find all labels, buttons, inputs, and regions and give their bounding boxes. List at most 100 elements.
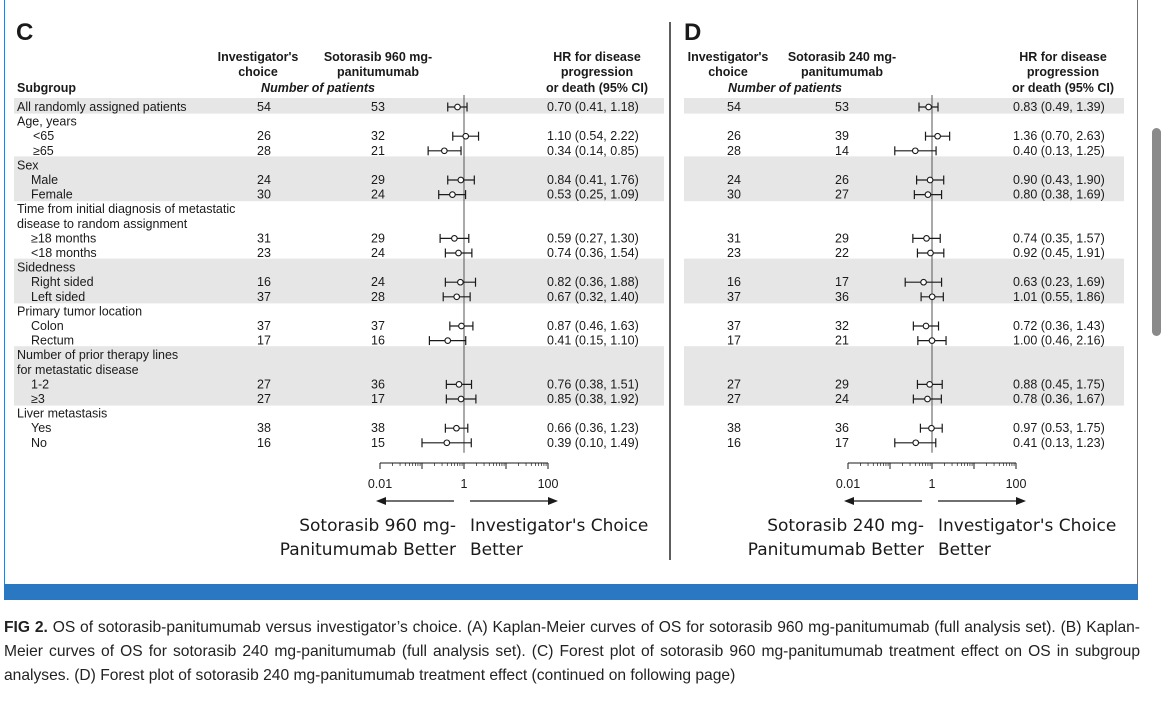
figure-bottom-bar xyxy=(4,584,1138,600)
hr-ci-text-c: 1.10 (0.54, 2.22) xyxy=(547,129,639,143)
hr-ci-text-d: 1.36 (0.70, 2.63) xyxy=(1013,129,1105,143)
hr-point-c xyxy=(453,424,460,432)
count-treatment-d: 39 xyxy=(835,129,849,143)
hr-ci-text-d: 0.41 (0.13, 1.23) xyxy=(1013,436,1105,450)
subgroup-label: Primary tumor location xyxy=(17,304,142,318)
count-investigator-d: 16 xyxy=(727,436,741,450)
count-treatment-d: 32 xyxy=(835,319,849,333)
header-hr-line2-c: progression xyxy=(561,65,633,79)
hr-point-c xyxy=(457,395,465,403)
hr-point-c xyxy=(451,235,458,242)
arrow-right-label-line2-c: Better xyxy=(470,540,523,560)
hr-point-d xyxy=(920,278,927,286)
hr-point-c xyxy=(440,147,448,155)
hr-point-d xyxy=(911,147,919,155)
count-treatment-d: 21 xyxy=(835,334,849,348)
count-treatment-c: 29 xyxy=(371,173,385,187)
hr-ci-text-c: 0.41 (0.15, 1.10) xyxy=(547,334,639,348)
hr-ci-text-c: 0.76 (0.38, 1.51) xyxy=(547,377,639,391)
hr-ci-text-d: 0.92 (0.45, 1.91) xyxy=(1013,246,1105,260)
count-investigator-c: 54 xyxy=(257,100,271,114)
hr-ci-text-d: 0.72 (0.36, 1.43) xyxy=(1013,319,1105,333)
count-investigator-c: 17 xyxy=(257,334,271,348)
hr-ci-text-d: 0.78 (0.36, 1.67) xyxy=(1013,392,1105,406)
hr-ci-text-c: 0.85 (0.38, 1.92) xyxy=(547,392,639,406)
count-treatment-c: 29 xyxy=(371,231,385,245)
subgroup-label: Time from initial diagnosis of metastati… xyxy=(17,202,235,216)
header-inv-line2-c: choice xyxy=(238,65,278,79)
count-treatment-c: 21 xyxy=(371,144,385,158)
count-treatment-d: 26 xyxy=(835,173,849,187)
count-investigator-d: 26 xyxy=(727,129,741,143)
count-treatment-d: 29 xyxy=(835,231,849,245)
count-treatment-c: 16 xyxy=(371,334,385,348)
hr-point-d xyxy=(926,381,934,388)
count-investigator-d: 38 xyxy=(727,421,741,435)
hr-ci-text-c: 0.59 (0.27, 1.30) xyxy=(547,231,639,245)
hr-ci-text-c: 0.66 (0.36, 1.23) xyxy=(547,421,639,435)
count-treatment-d: 53 xyxy=(835,100,849,114)
hr-point-c xyxy=(457,176,465,184)
count-investigator-c: 28 xyxy=(257,144,271,158)
count-treatment-d: 14 xyxy=(835,144,849,158)
hr-ci-text-d: 1.01 (0.55, 1.86) xyxy=(1013,290,1105,304)
count-investigator-c: 27 xyxy=(257,392,271,406)
hr-ci-text-c: 0.74 (0.36, 1.54) xyxy=(547,246,639,260)
hr-ci-text-d: 0.63 (0.23, 1.69) xyxy=(1013,275,1105,289)
count-investigator-c: 38 xyxy=(257,421,271,435)
hr-point-d xyxy=(922,322,930,330)
caption-text: OS of sotorasib-panitumumab versus inves… xyxy=(4,619,1140,684)
scrollbar[interactable] xyxy=(1152,128,1161,336)
shaded-band-d xyxy=(684,156,1124,202)
count-investigator-d: 37 xyxy=(727,319,741,333)
subgroup-label: for metastatic disease xyxy=(17,363,139,377)
count-treatment-c: 53 xyxy=(371,100,385,114)
hr-point-d xyxy=(912,439,920,447)
count-treatment-c: 17 xyxy=(371,392,385,406)
arrow-right-head-c xyxy=(548,497,558,505)
arrow-left-label-line2-d: Panitumumab Better xyxy=(748,540,924,560)
header-hr-line1-c: HR for disease xyxy=(553,50,641,64)
hr-ci-text-c: 0.87 (0.46, 1.63) xyxy=(547,319,639,333)
subgroup-label: Left sided xyxy=(31,290,85,304)
hr-point-d xyxy=(924,395,931,403)
count-treatment-d: 36 xyxy=(835,421,849,435)
arrow-left-label-line2-c: Panitumumab Better xyxy=(280,540,456,560)
subgroup-label: <18 months xyxy=(31,246,97,260)
hr-point-c xyxy=(455,381,463,388)
count-treatment-d: 29 xyxy=(835,377,849,391)
hr-point-c xyxy=(455,249,462,257)
hr-point-c xyxy=(444,337,452,344)
count-treatment-d: 27 xyxy=(835,188,849,202)
hr-point-d xyxy=(926,176,934,184)
subgroup-label: No xyxy=(31,436,47,450)
count-investigator-d: 31 xyxy=(727,231,741,245)
count-investigator-c: 37 xyxy=(257,319,271,333)
header-hr-line3-d: or death (95% CI) xyxy=(1012,81,1114,95)
subgroup-label: Colon xyxy=(31,319,64,333)
count-treatment-c: 28 xyxy=(371,290,385,304)
subgroup-label: Yes xyxy=(31,421,51,435)
subgroup-label: Right sided xyxy=(31,275,94,289)
hr-ci-text-c: 0.82 (0.36, 1.88) xyxy=(547,275,639,289)
subgroup-label: disease to random assignment xyxy=(17,217,188,231)
count-treatment-d: 36 xyxy=(835,290,849,304)
hr-point-c xyxy=(454,103,461,111)
count-investigator-c: 24 xyxy=(257,173,271,187)
shaded-band-d xyxy=(684,258,1124,304)
hr-ci-text-d: 0.83 (0.49, 1.39) xyxy=(1013,100,1105,114)
subgroup-label: ≥65 xyxy=(33,144,54,158)
header-inv-line1-c: Investigator's xyxy=(218,50,299,64)
shaded-band-c xyxy=(14,156,664,202)
arrow-left-label-line1-c: Sotorasib 960 mg- xyxy=(299,516,456,536)
count-investigator-d: 30 xyxy=(727,188,741,202)
hr-point-d xyxy=(927,249,934,257)
hr-ci-text-c: 0.53 (0.25, 1.09) xyxy=(547,188,639,202)
count-treatment-c: 32 xyxy=(371,129,385,143)
subgroup-label: Number of prior therapy lines xyxy=(17,348,178,362)
arrow-left-label-line1-d: Sotorasib 240 mg- xyxy=(767,516,924,536)
hr-point-c xyxy=(458,322,465,330)
tick-label-d: 1 xyxy=(929,477,936,491)
count-treatment-c: 15 xyxy=(371,436,385,450)
shaded-band-c xyxy=(14,258,664,304)
